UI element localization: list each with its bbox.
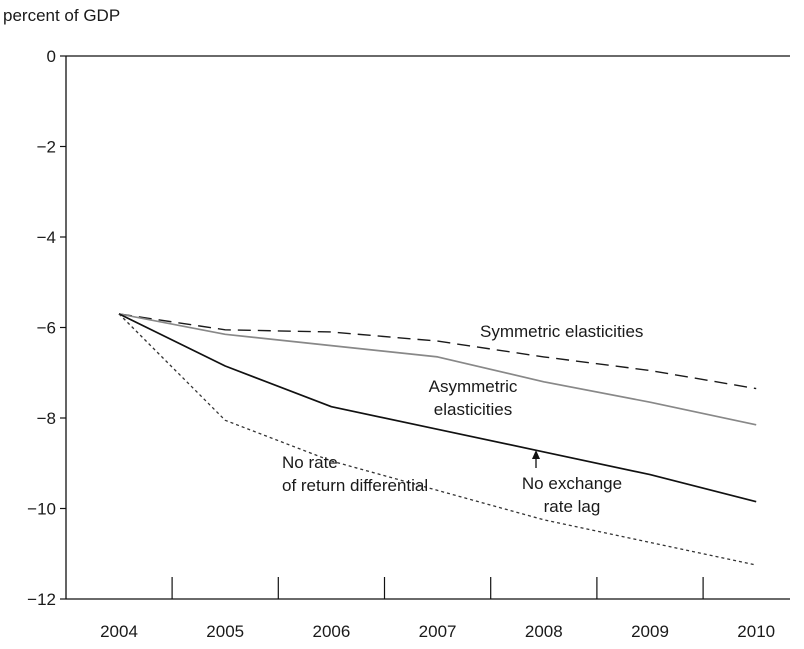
annotation-no-return-line1: No rate bbox=[282, 453, 338, 472]
series-lines bbox=[118, 313, 757, 566]
axes bbox=[65, 55, 790, 600]
x-tick-label: 2006 bbox=[312, 622, 350, 641]
annotation-arrow-head bbox=[532, 450, 540, 459]
y-tick-label: −8 bbox=[37, 409, 56, 428]
y-axis-label: percent of GDP bbox=[3, 6, 120, 25]
annotation-asymmetric-line2: elasticities bbox=[434, 400, 512, 419]
x-tick-label: 2005 bbox=[206, 622, 244, 641]
y-tick-label: −12 bbox=[27, 590, 56, 609]
y-tick-label: 0 bbox=[47, 47, 56, 66]
x-ticks: 2004 2005 2006 2007 2008 2009 2010 bbox=[100, 577, 775, 641]
y-ticks: 0 −2 −4 −6 −8 −10 −12 bbox=[27, 47, 66, 609]
series-line-2 bbox=[118, 313, 757, 426]
annotation-no-return-line2: of return differential bbox=[282, 476, 428, 495]
x-tick-label: 2007 bbox=[419, 622, 457, 641]
x-tick-label: 2004 bbox=[100, 622, 138, 641]
annotation-symmetric-elasticities: Symmetric elasticities bbox=[480, 322, 643, 341]
series-line-1 bbox=[118, 313, 757, 390]
annotation-no-exchange-line2: rate lag bbox=[544, 497, 601, 516]
y-tick-label: −4 bbox=[37, 228, 56, 247]
annotation-no-exchange-line1: No exchange bbox=[522, 474, 622, 493]
series-line-4 bbox=[118, 313, 757, 566]
x-tick-label: 2008 bbox=[525, 622, 563, 641]
series-line-3 bbox=[118, 313, 757, 503]
y-tick-label: −10 bbox=[27, 500, 56, 519]
y-tick-label: −6 bbox=[37, 319, 56, 338]
x-tick-label: 2010 bbox=[737, 622, 775, 641]
annotation-asymmetric-line1: Asymmetric bbox=[429, 377, 518, 396]
x-tick-label: 2009 bbox=[631, 622, 669, 641]
y-tick-label: −2 bbox=[37, 138, 56, 157]
